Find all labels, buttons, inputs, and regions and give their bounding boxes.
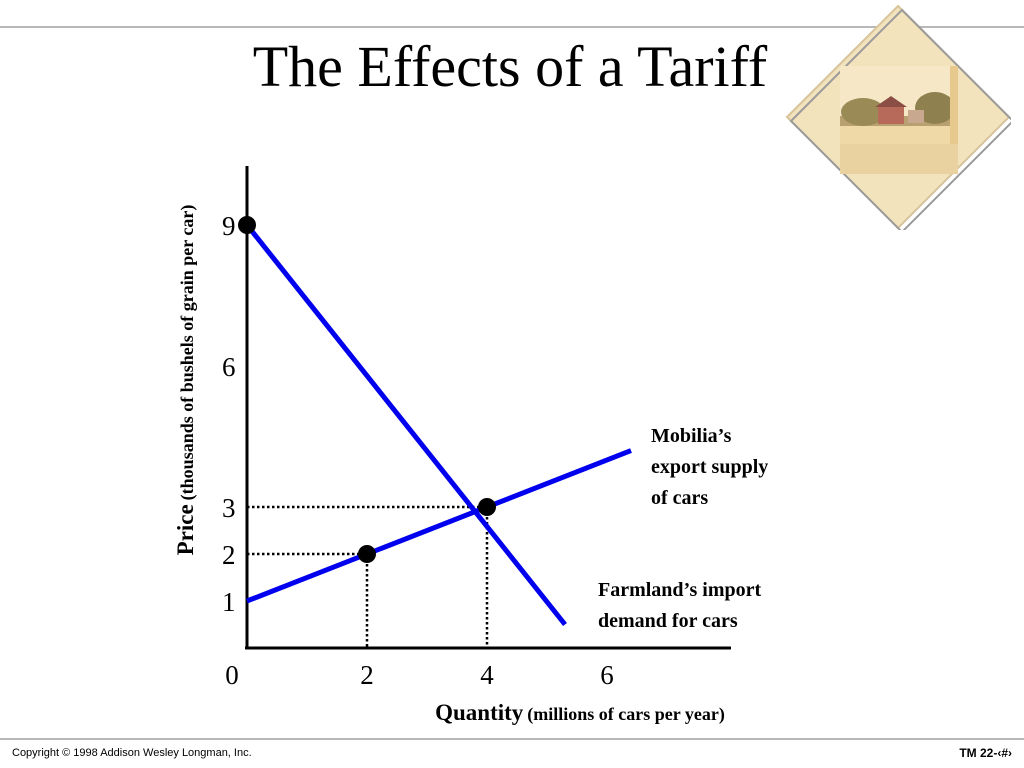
demand-curve-line bbox=[245, 223, 567, 627]
y-tick-label: 6 bbox=[222, 352, 236, 382]
data-markers bbox=[238, 216, 496, 563]
bottom-rule bbox=[0, 738, 1024, 740]
y-axis-label: Price bbox=[173, 504, 198, 556]
data-point-marker-0 bbox=[238, 216, 256, 234]
y-axis-title: Price (thousands of bushels of grain per… bbox=[173, 145, 203, 615]
slide-title: The Effects of a Tariff bbox=[252, 34, 768, 99]
y-tick-label: 1 bbox=[222, 587, 236, 617]
data-point-marker-2 bbox=[478, 498, 496, 516]
top-rule bbox=[0, 26, 1024, 28]
supply-curve-label: Mobilia’s export supply of cars bbox=[651, 425, 769, 509]
farm-scene-icon bbox=[785, 4, 1011, 230]
x-axis-title: Quantity (millions of cars per year) bbox=[310, 700, 850, 726]
slide-number: TM 22-‹#› bbox=[959, 746, 1012, 760]
y-tick-label: 3 bbox=[222, 493, 236, 523]
y-tick-label: 9 bbox=[222, 211, 236, 241]
y-tick-label: 2 bbox=[222, 540, 236, 570]
series-lines bbox=[245, 223, 632, 627]
x-axis-label: Quantity bbox=[435, 700, 524, 725]
x-tick-label: 6 bbox=[600, 660, 614, 690]
chart-axes bbox=[245, 166, 731, 650]
x-tick-label: 0 bbox=[225, 660, 239, 690]
x-tick-label: 4 bbox=[480, 660, 494, 690]
x-axis-sublabel: (millions of cars per year) bbox=[527, 704, 725, 724]
x-tick-label: 2 bbox=[360, 660, 374, 690]
tick-labels: 1 2 3 6 9 0 2 4 6 bbox=[222, 211, 614, 690]
reference-lines bbox=[247, 505, 489, 648]
y-axis-sublabel: (thousands of bushels of grain per car) bbox=[177, 204, 197, 501]
demand-curve-label: Farmland’s import demand for cars bbox=[598, 579, 762, 632]
data-point-marker-1 bbox=[358, 545, 376, 563]
supply-curve-line bbox=[246, 448, 632, 604]
copyright-notice: Copyright © 1998 Addison Wesley Longman,… bbox=[12, 747, 252, 759]
